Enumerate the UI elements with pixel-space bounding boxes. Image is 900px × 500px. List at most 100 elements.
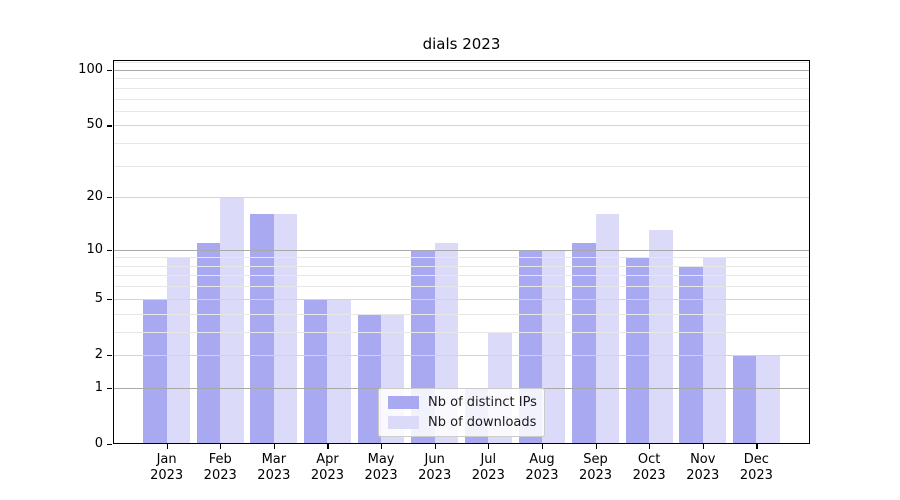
x-label-year: 2023 (310, 468, 344, 483)
x-tick-label-aug: Aug 2023 (514, 452, 570, 484)
x-label-year: 2023 (150, 468, 184, 483)
x-label-month: Aug (529, 452, 555, 467)
bar-downloads-jan (166, 257, 190, 444)
gridline-minor-y-110 (113, 62, 810, 64)
bar-downloads-sep (595, 214, 619, 444)
gridline-minor-y-4 (113, 313, 810, 315)
gridline-y-10 (113, 249, 810, 251)
x-tick-aug (541, 444, 544, 449)
x-label-year: 2023 (364, 468, 398, 483)
x-tick-label-dec: Dec 2023 (728, 452, 784, 484)
legend-label-distinct-ips: Nb of distinct IPs (428, 395, 537, 410)
gridline-minor-y-8 (113, 265, 810, 267)
y-tick-100 (107, 69, 112, 72)
x-label-year: 2023 (471, 468, 505, 483)
x-label-year: 2023 (203, 468, 237, 483)
legend-item-distinct-ips: Nb of distinct IPs (388, 395, 544, 410)
x-tick-label-nov: Nov 2023 (675, 452, 731, 484)
gridline-minor-y-30 (113, 165, 810, 167)
bar-downloads-nov (702, 257, 727, 444)
x-label-month: Jul (480, 452, 497, 467)
plot-area (113, 60, 810, 444)
bar-ips-mar (250, 214, 274, 444)
gridline-minor-y-70 (113, 98, 810, 100)
gridline-y-100 (113, 69, 810, 71)
x-tick-label-oct: Oct 2023 (621, 452, 677, 484)
x-label-month: Mar (261, 452, 287, 467)
bar-ips-oct (625, 257, 650, 444)
x-tick-label-may: May 2023 (353, 452, 409, 484)
x-tick-mar (273, 444, 276, 449)
x-label-year: 2023 (686, 468, 720, 483)
bar-ips-sep (572, 242, 596, 444)
x-tick-apr (327, 444, 329, 449)
x-tick-label-apr: Apr 2023 (299, 452, 355, 484)
y-tick-label-10: 10 (86, 241, 103, 257)
bar-downloads-aug (541, 249, 566, 444)
x-label-year: 2023 (257, 468, 291, 483)
x-label-month: Feb (208, 452, 232, 467)
x-tick-label-mar: Mar 2023 (246, 452, 302, 484)
x-tick-label-jun: Jun 2023 (407, 452, 463, 484)
y-tick-label-100: 100 (78, 61, 103, 77)
x-tick-label-feb: Feb 2023 (192, 452, 248, 484)
y-tick-0 (107, 444, 112, 446)
chart-title: dials 2023 (422, 35, 501, 53)
legend-swatch-distinct-ips (388, 396, 419, 409)
bar-ips-feb (196, 242, 221, 444)
y-tick-10 (107, 249, 112, 251)
x-label-year: 2023 (525, 468, 559, 483)
x-tick-jun (434, 444, 436, 449)
x-tick-label-jul: Jul 2023 (460, 452, 516, 484)
x-label-month: Jan (156, 452, 177, 467)
bar-downloads-apr (327, 298, 351, 444)
bar-ips-apr (304, 298, 328, 444)
x-tick-feb (220, 444, 222, 449)
gridline-minor-y-9 (113, 257, 810, 259)
x-label-month: Oct (637, 452, 661, 467)
x-label-year: 2023 (632, 468, 666, 483)
gridline-y-50 (113, 125, 810, 127)
bar-ips-jan (143, 298, 167, 444)
x-label-month: Apr (316, 452, 339, 467)
bar-downloads-oct (649, 230, 673, 444)
y-tick-label-0: 0 (94, 436, 103, 451)
y-tick-2 (107, 354, 112, 357)
y-tick-20 (107, 197, 112, 199)
x-tick-may (381, 444, 383, 449)
legend-swatch-downloads (388, 416, 419, 429)
gridline-minor-y-80 (113, 87, 810, 89)
gridline-minor-y-6 (113, 286, 810, 288)
x-label-year: 2023 (578, 468, 613, 483)
x-label-month: May (367, 452, 395, 467)
gridline-y-20 (113, 197, 810, 199)
x-tick-jan (166, 444, 168, 449)
x-label-year: 2023 (739, 468, 773, 483)
x-tick-label-sep: Sep 2023 (568, 452, 624, 484)
y-tick-label-2: 2 (94, 346, 103, 362)
x-tick-label-jan: Jan 2023 (139, 452, 195, 484)
bar-downloads-dec (756, 354, 780, 444)
y-tick-label-20: 20 (86, 189, 103, 205)
x-tick-sep (595, 444, 597, 449)
x-tick-nov (702, 444, 704, 449)
bar-ips-dec (732, 354, 757, 444)
x-label-month: Nov (690, 452, 716, 467)
legend: Nb of distinct IPs Nb of downloads (378, 388, 545, 437)
x-label-year: 2023 (418, 468, 452, 483)
gridline-minor-y-3 (113, 331, 810, 333)
gridline-minor-y-60 (113, 110, 810, 112)
gridline-minor-y-40 (113, 143, 810, 145)
bar-downloads-feb (220, 197, 244, 444)
gridline-y-2 (113, 354, 810, 356)
x-label-month: Jun (424, 452, 445, 467)
bar-ips-may (357, 313, 382, 444)
y-tick-label-5: 5 (94, 290, 103, 306)
y-tick-label-50: 50 (86, 117, 103, 133)
y-tick-1 (107, 387, 112, 389)
x-label-month: Dec (743, 452, 769, 467)
y-tick-50 (107, 125, 112, 127)
legend-item-downloads: Nb of downloads (388, 415, 544, 430)
x-tick-dec (756, 444, 758, 449)
